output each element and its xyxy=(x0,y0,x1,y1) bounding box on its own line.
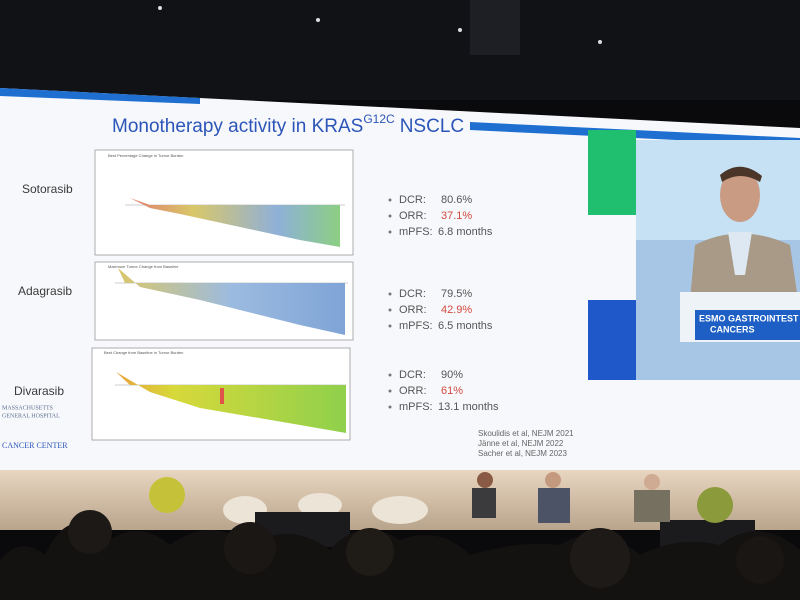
speaker-head xyxy=(720,168,760,222)
waterfall-image xyxy=(118,268,345,335)
logo-text: CANCER CENTER xyxy=(2,441,68,450)
stat-label: ORR: xyxy=(399,210,427,222)
reference: Sacher et al, NEJM 2023 xyxy=(478,449,567,458)
bullet xyxy=(388,389,392,393)
drug-list: Sotorasib DCR: 80.6% ORR: 37.1% mPFS: 6.8 mont… xyxy=(14,182,499,413)
stat-value: 61% xyxy=(441,385,463,397)
panel-title: Best Change from Baseline in Tumor Burde… xyxy=(104,350,183,355)
logo-text: MASSACHUSETTS xyxy=(2,405,53,411)
panelist xyxy=(644,474,660,490)
bullet xyxy=(388,198,392,202)
stat-value: 6.5 months xyxy=(438,320,493,332)
panelist xyxy=(538,488,570,523)
stat-value: 79.5% xyxy=(441,288,472,300)
panelist xyxy=(472,488,496,518)
bullet xyxy=(388,373,392,377)
bullet xyxy=(388,324,392,328)
waterfall-image xyxy=(220,388,224,404)
speaker-hair xyxy=(720,166,762,182)
title-text: NSCLC xyxy=(400,116,464,137)
audience-head xyxy=(68,510,112,554)
logo-text: GENERAL HOSPITAL xyxy=(2,413,60,419)
chair xyxy=(298,493,342,517)
flowers xyxy=(149,477,185,513)
bullet xyxy=(388,292,392,296)
title-superscript: G12C xyxy=(363,112,395,126)
waterfall-image xyxy=(130,198,340,247)
drug-name: Divarasib xyxy=(14,384,64,398)
light xyxy=(316,18,320,22)
stat-label: DCR: xyxy=(399,288,426,300)
banner-text: ESMO GASTROINTEST xyxy=(699,313,799,323)
slide-accent xyxy=(0,88,200,104)
stat-label: mPFS: xyxy=(399,401,433,413)
light xyxy=(458,28,462,32)
panelist xyxy=(545,472,561,488)
chair xyxy=(372,496,428,524)
stat-value: 42.9% xyxy=(441,304,472,316)
light xyxy=(158,6,162,10)
stat-label: mPFS: xyxy=(399,226,433,238)
audience-head xyxy=(736,536,784,584)
lectern-banner xyxy=(695,310,800,340)
stat-value: 90% xyxy=(441,369,463,381)
video-background xyxy=(636,140,800,240)
slide-accent xyxy=(588,130,636,215)
audience-head xyxy=(346,528,394,576)
stat-value: 37.1% xyxy=(441,210,472,222)
bullet xyxy=(388,214,392,218)
stat-value: 80.6% xyxy=(441,194,472,206)
chart-panels xyxy=(91,149,354,441)
banner-text: CANCERS xyxy=(710,324,755,334)
drug-name: Sotorasib xyxy=(22,182,73,196)
audience-head xyxy=(224,522,276,574)
stat-value: 13.1 months xyxy=(438,401,499,413)
slide-accent xyxy=(588,300,640,380)
title-text: Monotherapy activity in KRAS xyxy=(112,116,363,137)
stat-value: 6.8 months xyxy=(438,226,493,238)
panelist xyxy=(477,472,493,488)
reference: Jänne et al, NEJM 2022 xyxy=(478,439,564,448)
ceiling xyxy=(0,0,800,100)
bullet xyxy=(388,230,392,234)
panel-title: Maximum Tumor Change from Baseline xyxy=(108,264,179,269)
stat-label: DCR: xyxy=(399,194,426,206)
audience-head xyxy=(570,528,630,588)
bullet xyxy=(388,405,392,409)
stat-label: ORR: xyxy=(399,304,427,316)
stat-label: DCR: xyxy=(399,369,426,381)
slide-title: Monotherapy activity in KRASG12C NSCLC xyxy=(112,112,464,137)
reference: Skoulidis et al, NEJM 2021 xyxy=(478,429,574,438)
stat-label: ORR: xyxy=(399,385,427,397)
panel-title: Best Percentage Change in Tumor Burden xyxy=(108,153,183,158)
speaker-box xyxy=(470,0,520,55)
stat-label: mPFS: xyxy=(399,320,433,332)
drug-name: Adagrasib xyxy=(18,284,72,298)
bullet xyxy=(388,308,392,312)
panelist xyxy=(634,490,670,522)
flowers xyxy=(697,487,733,523)
waterfall-image xyxy=(116,372,346,433)
light xyxy=(598,40,602,44)
speaker-shirt xyxy=(728,232,752,275)
